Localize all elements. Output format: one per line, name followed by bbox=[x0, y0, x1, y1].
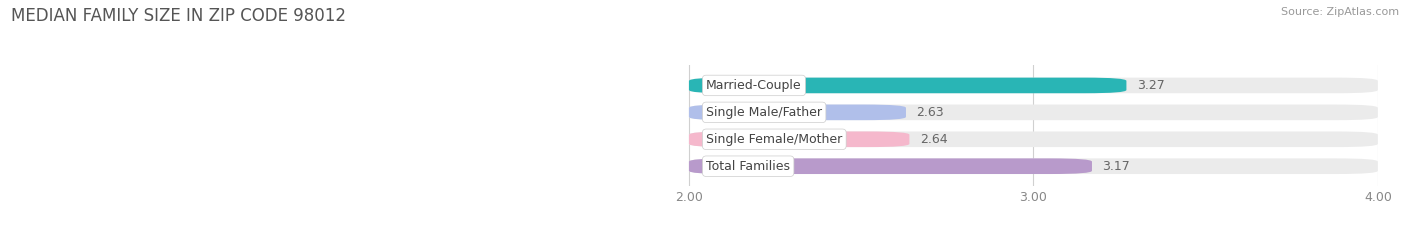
FancyBboxPatch shape bbox=[689, 105, 905, 120]
FancyBboxPatch shape bbox=[689, 105, 1378, 120]
FancyBboxPatch shape bbox=[689, 158, 1092, 174]
Text: Married-Couple: Married-Couple bbox=[706, 79, 801, 92]
Text: Total Families: Total Families bbox=[706, 160, 790, 173]
Text: Source: ZipAtlas.com: Source: ZipAtlas.com bbox=[1281, 7, 1399, 17]
Text: 3.27: 3.27 bbox=[1136, 79, 1164, 92]
Text: MEDIAN FAMILY SIZE IN ZIP CODE 98012: MEDIAN FAMILY SIZE IN ZIP CODE 98012 bbox=[11, 7, 346, 25]
Text: Single Male/Father: Single Male/Father bbox=[706, 106, 823, 119]
FancyBboxPatch shape bbox=[689, 78, 1126, 93]
Text: 2.64: 2.64 bbox=[920, 133, 948, 146]
FancyBboxPatch shape bbox=[689, 131, 910, 147]
Text: 2.63: 2.63 bbox=[917, 106, 943, 119]
Text: 3.17: 3.17 bbox=[1102, 160, 1130, 173]
Text: Single Female/Mother: Single Female/Mother bbox=[706, 133, 842, 146]
FancyBboxPatch shape bbox=[689, 78, 1378, 93]
FancyBboxPatch shape bbox=[689, 158, 1378, 174]
FancyBboxPatch shape bbox=[689, 131, 1378, 147]
